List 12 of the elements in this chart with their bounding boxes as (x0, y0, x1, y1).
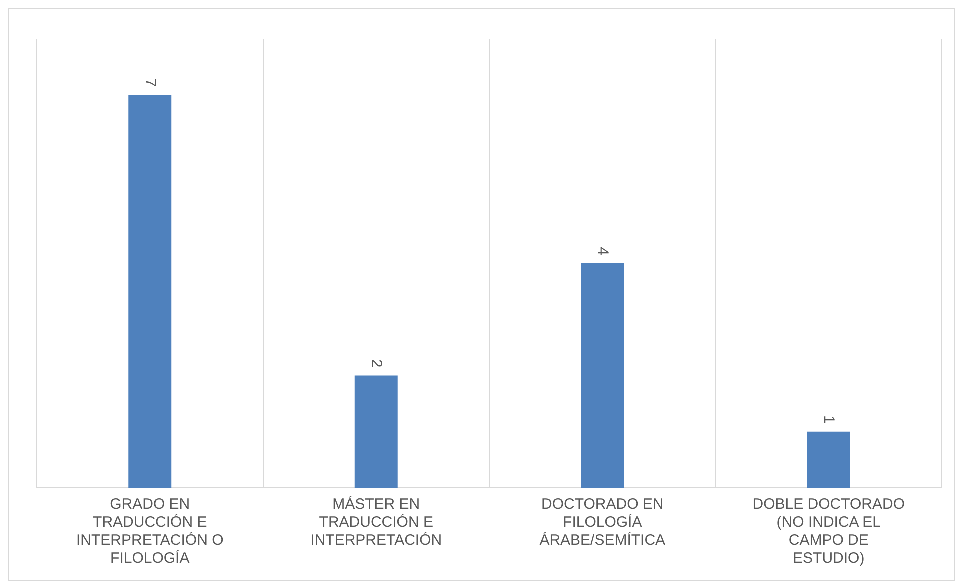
x-tick-label: MÁSTER EN TRADUCCIÓN E INTERPRETACIÓN (310, 495, 442, 550)
x-tick-label: DOCTORADO EN FILOLOGÍA ÁRABE/SEMÍTICA (540, 496, 666, 550)
data-label: 2 (368, 359, 386, 368)
bar (354, 376, 398, 488)
data-label: 4 (594, 247, 612, 256)
x-tick-label: GRADO EN TRADUCCIÓN E INTERPRETACIÓN O FILOLOGÍA (76, 496, 224, 568)
bar (581, 264, 624, 488)
bar (128, 95, 172, 488)
data-label: 1 (820, 416, 838, 424)
data-label: 7 (142, 78, 159, 88)
bar (807, 432, 850, 488)
x-tick-label: DOBLE DOCTORADO (NO INDICA EL CAMPO DE ESTUDIO) (752, 496, 905, 568)
